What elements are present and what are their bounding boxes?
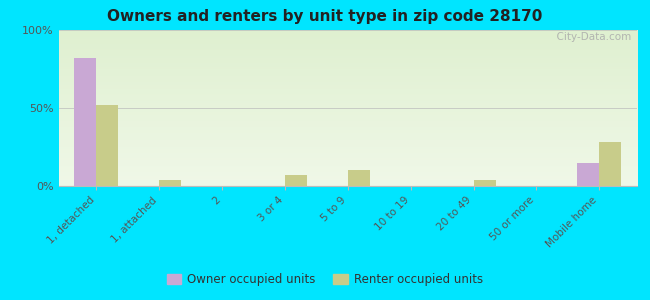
Text: City-Data.com: City-Data.com <box>550 32 631 42</box>
Bar <box>96 105 118 186</box>
Bar <box>473 180 495 186</box>
Bar <box>74 58 96 186</box>
Text: Owners and renters by unit type in zip code 28170: Owners and renters by unit type in zip c… <box>107 9 543 24</box>
Bar <box>285 175 307 186</box>
Bar <box>159 180 181 186</box>
Legend: Owner occupied units, Renter occupied units: Owner occupied units, Renter occupied un… <box>162 269 488 291</box>
Bar <box>599 142 621 186</box>
Bar <box>348 170 370 186</box>
Bar <box>577 163 599 186</box>
